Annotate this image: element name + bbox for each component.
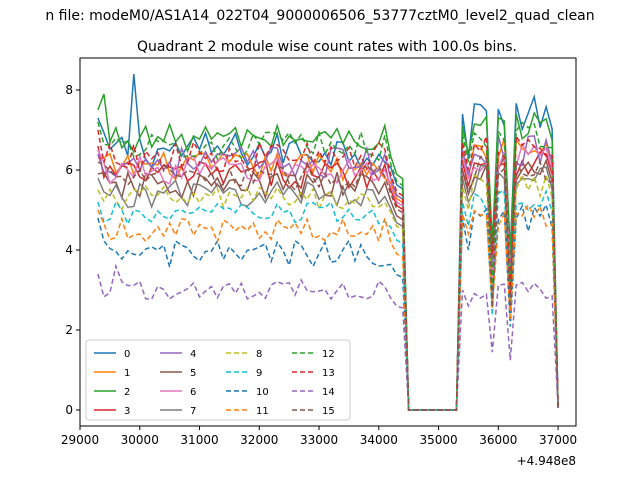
legend-label-14: 14 xyxy=(322,387,335,398)
y-tick-label: 4 xyxy=(65,243,73,257)
legend-label-4: 4 xyxy=(190,349,196,360)
legend-label-6: 6 xyxy=(190,387,196,398)
legend-label-3: 3 xyxy=(124,406,130,417)
legend-label-15: 15 xyxy=(322,406,335,417)
x-tick-label: 35000 xyxy=(419,433,457,447)
series-line-11 xyxy=(97,203,559,411)
x-tick-label: 32000 xyxy=(240,433,278,447)
legend-label-8: 8 xyxy=(256,349,262,360)
y-tick-label: 8 xyxy=(65,83,73,97)
legend-label-13: 13 xyxy=(322,368,335,379)
series-line-14 xyxy=(97,263,559,411)
x-offset-label: +4.948e8 xyxy=(517,454,576,468)
legend-label-1: 1 xyxy=(124,368,130,379)
legend-label-0: 0 xyxy=(124,349,130,360)
series-line-15 xyxy=(97,155,559,411)
y-tick-label: 6 xyxy=(65,163,73,177)
legend-label-10: 10 xyxy=(256,387,269,398)
x-tick-label: 29000 xyxy=(61,433,99,447)
legend-label-2: 2 xyxy=(124,387,130,398)
figure-suptitle: n file: modeM0/AS1A14_022T04_9000006506_… xyxy=(45,8,594,24)
series-line-2 xyxy=(97,93,559,411)
x-tick-label: 37000 xyxy=(539,433,577,447)
plot-frame xyxy=(79,57,577,427)
legend-label-11: 11 xyxy=(256,406,269,417)
legend-label-9: 9 xyxy=(256,368,262,379)
legend-frame xyxy=(85,339,351,421)
x-tick-label: 33000 xyxy=(300,433,338,447)
plot-lines xyxy=(97,73,559,411)
y-axis: 0 2 4 6 8 xyxy=(65,83,80,417)
legend-label-5: 5 xyxy=(190,368,196,379)
series-line-8 xyxy=(97,172,559,411)
series-line-9 xyxy=(97,188,559,411)
y-tick-label: 2 xyxy=(65,323,73,337)
y-tick-label: 0 xyxy=(65,403,73,417)
x-tick-label: 31000 xyxy=(180,433,218,447)
x-tick-label: 30000 xyxy=(121,433,159,447)
series-line-13 xyxy=(97,129,559,411)
x-tick-label: 36000 xyxy=(479,433,517,447)
x-axis: 29000 30000 31000 32000 33000 34000 35000 36000… xyxy=(61,426,577,447)
chart-title: Quadrant 2 module wise count rates with … xyxy=(137,39,517,55)
legend-label-7: 7 xyxy=(190,406,196,417)
legend-label-12: 12 xyxy=(322,349,335,360)
x-tick-label: 34000 xyxy=(360,433,398,447)
